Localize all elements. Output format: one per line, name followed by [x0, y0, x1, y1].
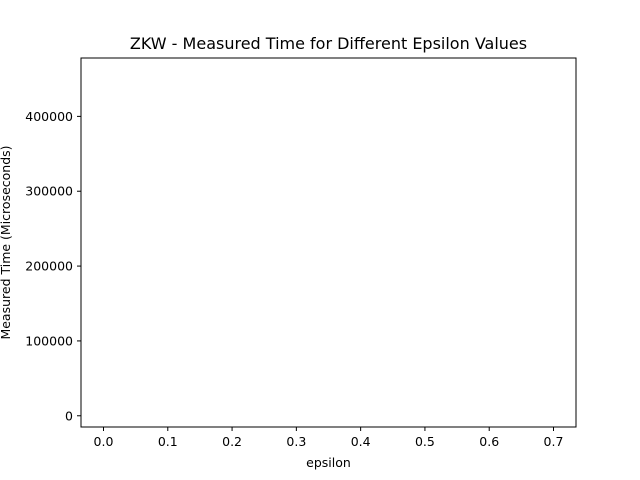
y-tick-label: 300000 — [25, 184, 73, 199]
x-tick-label: 0.1 — [158, 434, 178, 449]
x-tick-label: 0.0 — [94, 434, 114, 449]
x-axis-label: epsilon — [306, 455, 351, 470]
x-axis: 0.0 0.1 0.2 0.3 0.4 0.5 0.6 0.7 — [94, 427, 564, 449]
x-tick-label: 0.7 — [544, 434, 564, 449]
y-axis-label: Measured Time (Microseconds) — [0, 145, 13, 339]
y-tick-label: 200000 — [25, 259, 73, 274]
y-axis: 0 100000 200000 300000 400000 — [25, 109, 81, 423]
y-tick-label: 400000 — [25, 109, 73, 124]
x-tick-label: 0.5 — [415, 434, 435, 449]
y-tick-label: 100000 — [25, 333, 73, 348]
x-tick-label: 0.2 — [222, 434, 242, 449]
x-tick-label: 0.6 — [479, 434, 499, 449]
x-tick-label: 0.4 — [351, 434, 371, 449]
x-tick-label: 0.3 — [286, 434, 306, 449]
plot-area — [80, 57, 577, 428]
y-tick-label: 0 — [65, 408, 73, 423]
chart-title: ZKW - Measured Time for Different Epsilo… — [130, 34, 527, 53]
